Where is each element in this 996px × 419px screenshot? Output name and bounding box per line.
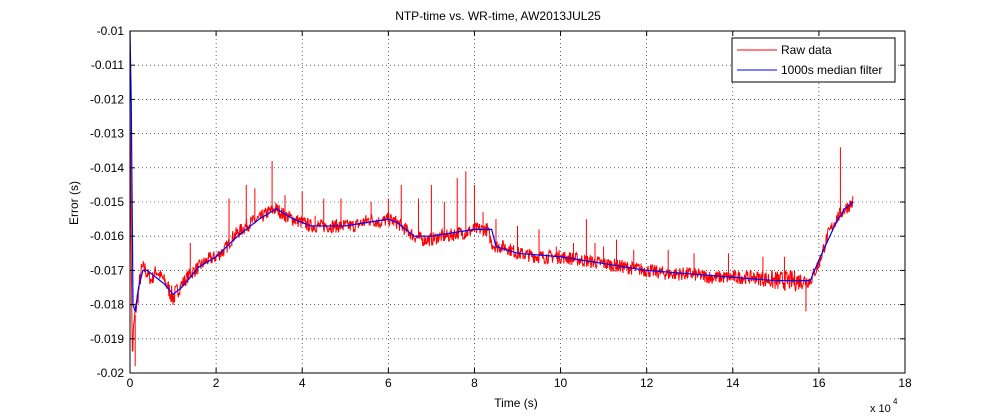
legend: Raw data 1000s median filter xyxy=(731,37,896,83)
x-tick-label: 14 xyxy=(726,376,740,390)
legend-label-median-filter: 1000s median filter xyxy=(781,63,882,77)
median-filter-layer xyxy=(129,30,854,312)
y-tick-label: -0.019 xyxy=(90,332,124,346)
y-tick-label: -0.01 xyxy=(97,24,125,38)
x-tick-label: 18 xyxy=(898,376,912,390)
y-axis-label: Error (s) xyxy=(67,181,81,225)
x-tick-label: 6 xyxy=(385,376,392,390)
x-axis-multiplier-exponent: 4 xyxy=(893,397,898,406)
x-tick-label: 12 xyxy=(640,376,654,390)
x-axis-label: Time (s) xyxy=(494,396,538,410)
y-tick-label: -0.013 xyxy=(90,127,124,141)
y-tick-label: -0.016 xyxy=(90,229,124,243)
x-tick-label: 16 xyxy=(812,376,826,390)
y-tick-label: -0.014 xyxy=(90,161,124,175)
raw-data-line xyxy=(129,92,854,352)
chart-title: NTP-time vs. WR-time, AW2013JUL25 xyxy=(395,9,601,23)
x-tick-label: 0 xyxy=(127,376,134,390)
x-tick-label: 10 xyxy=(554,376,568,390)
y-tick-label: -0.012 xyxy=(90,92,124,106)
x-tick-label: 4 xyxy=(299,376,306,390)
x-axis-multiplier: x 10 xyxy=(870,403,891,415)
x-tick-label: 8 xyxy=(471,376,478,390)
y-tick-label: -0.017 xyxy=(90,263,124,277)
tick-layer: 0 2 4 6 8 10 12 14 16 18 -0.02 -0.019 -0.018 -0.017 -0… xyxy=(90,24,912,390)
y-tick-label: -0.02 xyxy=(97,366,125,380)
grid-layer xyxy=(130,31,905,373)
y-tick-label: -0.018 xyxy=(90,298,124,312)
y-tick-label: -0.011 xyxy=(91,58,124,72)
raw-data-layer xyxy=(129,85,854,367)
median-filter-line xyxy=(129,30,854,312)
x-tick-label: 2 xyxy=(213,376,220,390)
legend-box xyxy=(731,37,896,83)
legend-label-raw-data: Raw data xyxy=(781,43,832,57)
y-tick-label: -0.015 xyxy=(90,195,124,209)
